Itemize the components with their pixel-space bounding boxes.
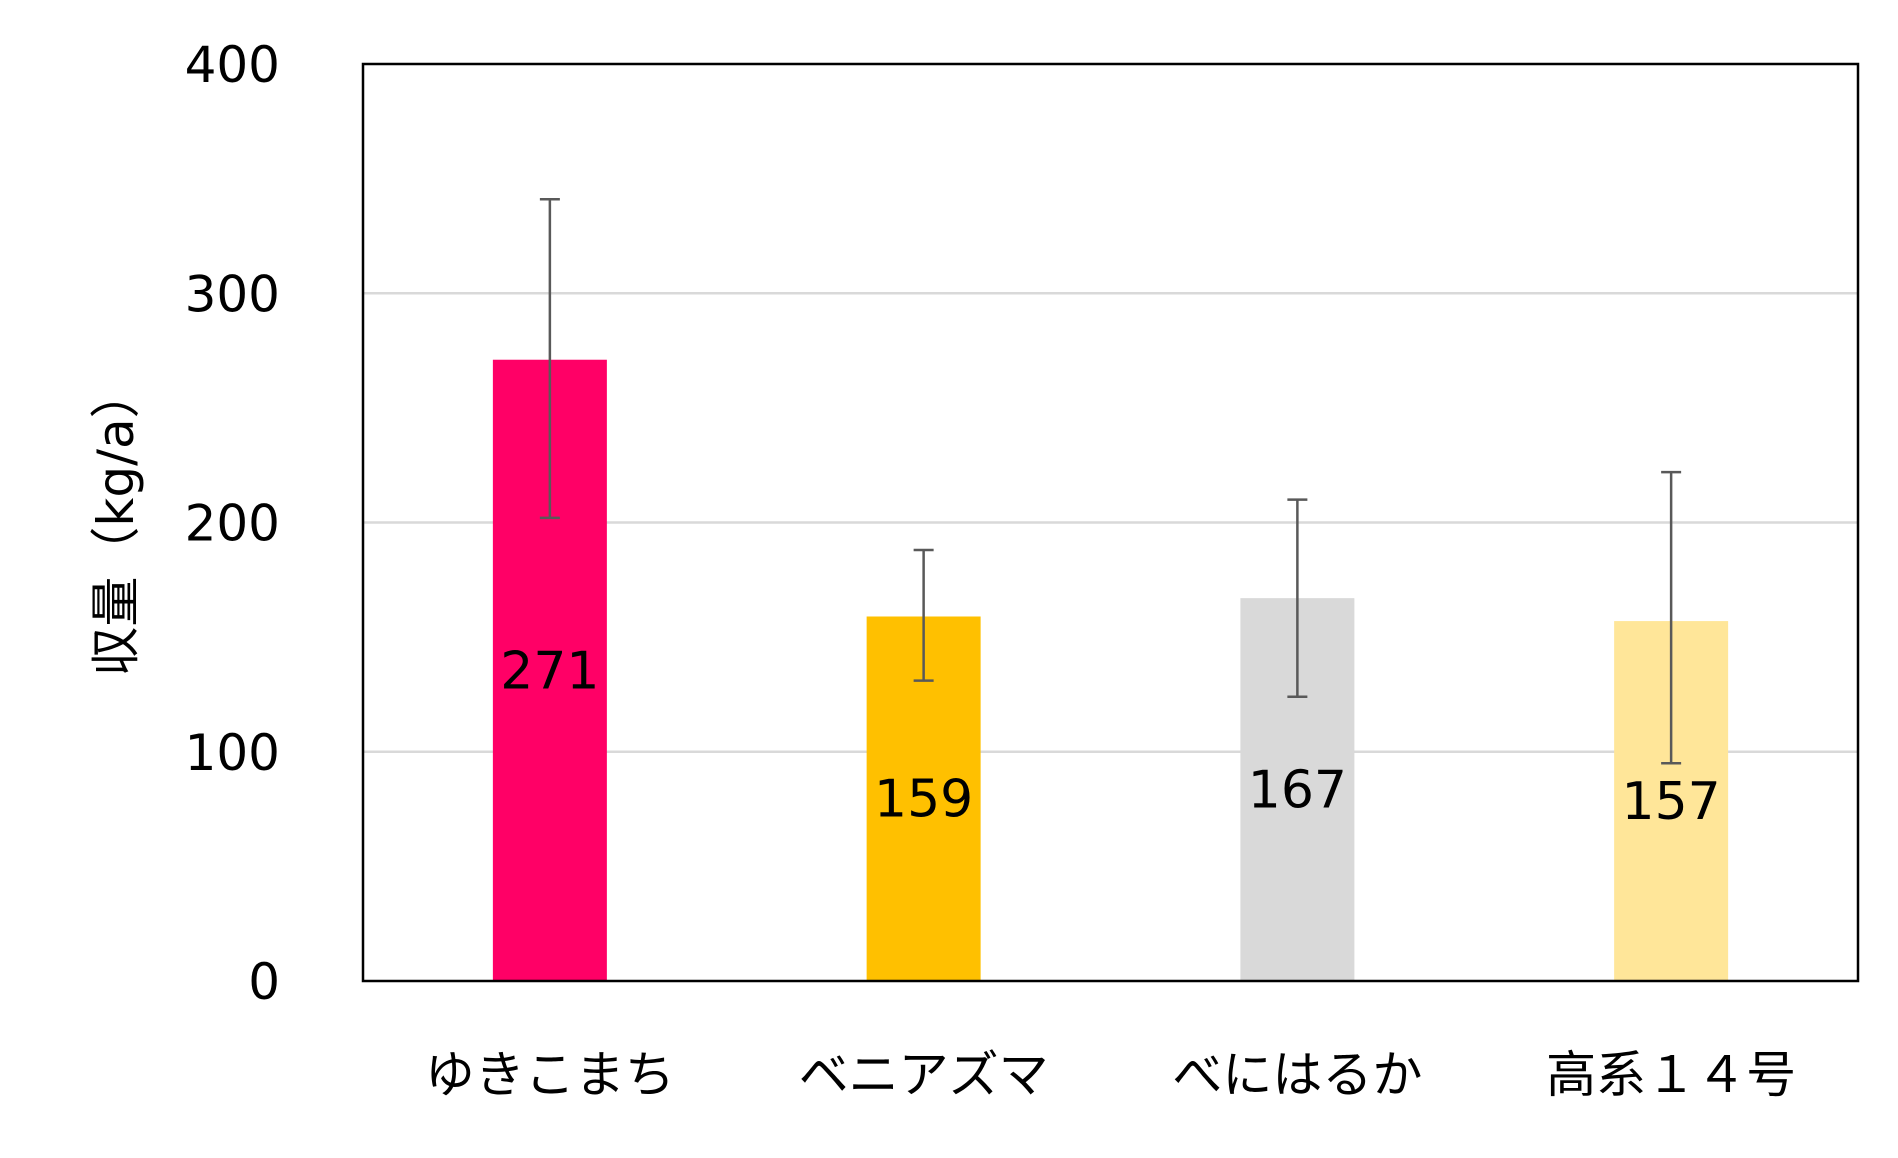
plot-area-frame (361, 62, 1860, 983)
y-tick-label: 200 (185, 495, 280, 553)
y-tick-label: 100 (185, 724, 280, 782)
x-category-label: べにはるか (1172, 1046, 1422, 1104)
error-bar (1287, 498, 1308, 698)
data-label: 157 (1621, 772, 1720, 832)
y-axis-label: 収量（kg/a） (87, 368, 145, 676)
x-axis-categories: ゆきこまち ベニアズマ べにはるか 高系１４号 (425, 1046, 1796, 1104)
y-tick-label: 300 (185, 265, 280, 323)
gridlines (363, 292, 1858, 753)
y-axis-ticks: 0 100 200 300 400 (185, 36, 280, 1011)
error-bar (913, 548, 934, 682)
data-label: 167 (1248, 761, 1347, 821)
bars (492, 359, 1729, 981)
data-label: 271 (500, 641, 599, 701)
y-tick-label: 400 (185, 36, 280, 94)
x-category-label: 高系１４号 (1546, 1046, 1796, 1104)
error-bars (539, 198, 1682, 765)
x-category-label: ゆきこまち (425, 1046, 675, 1104)
error-bar (539, 198, 560, 520)
x-category-label: ベニアズマ (799, 1046, 1049, 1104)
error-bar (1661, 470, 1682, 765)
data-label: 159 (874, 770, 973, 830)
y-tick-label: 0 (248, 953, 280, 1011)
data-labels: 271 159 167 157 (500, 641, 1721, 832)
